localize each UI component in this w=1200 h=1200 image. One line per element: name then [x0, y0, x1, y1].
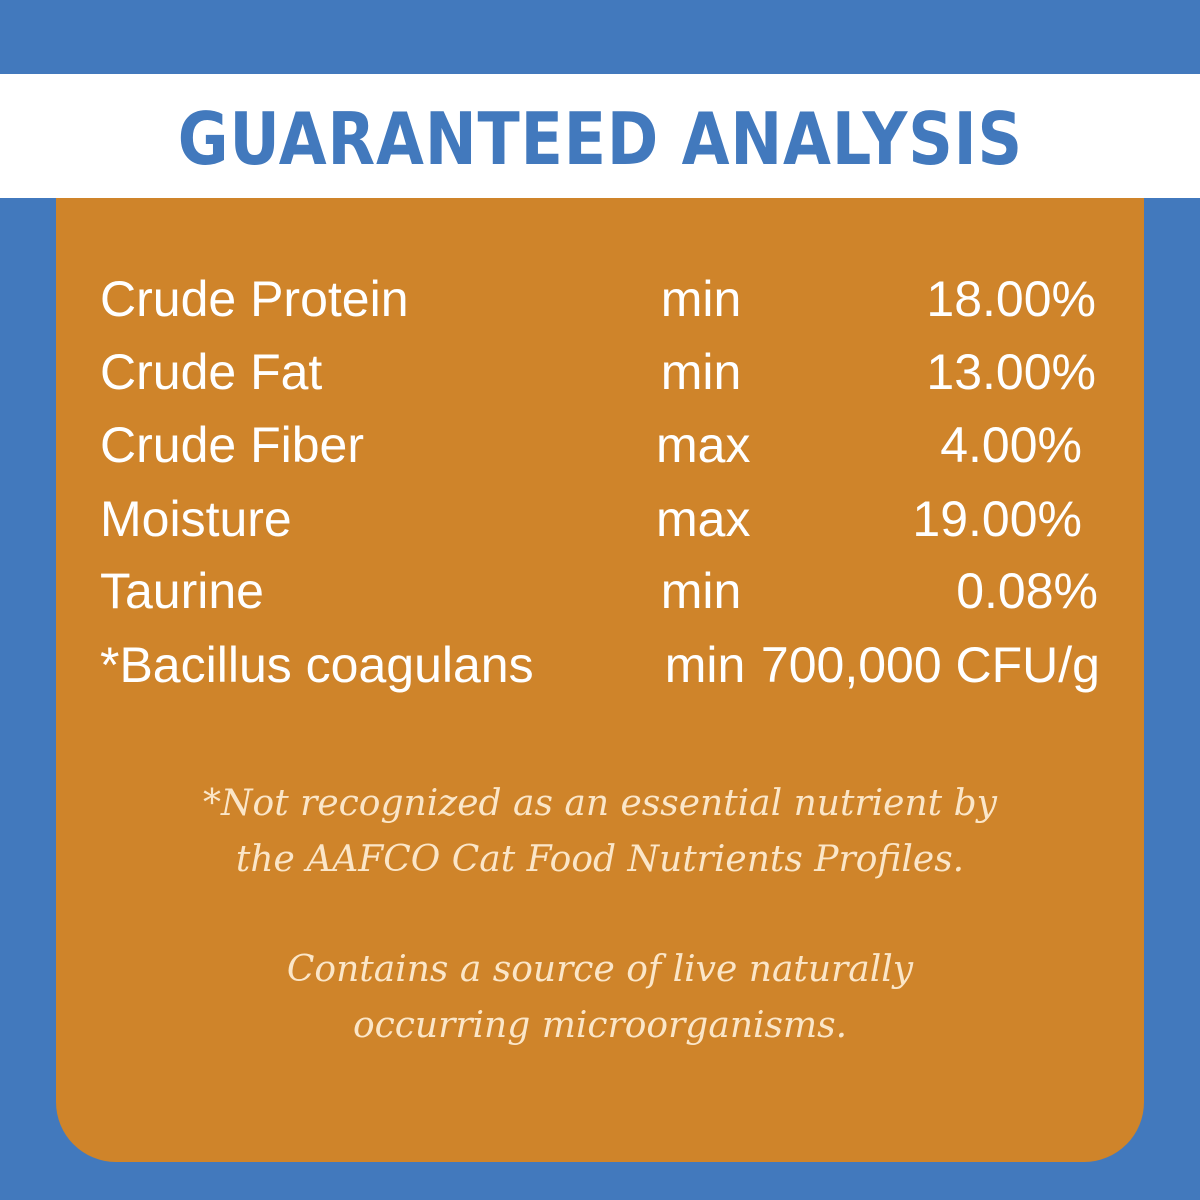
analysis-row: Moisture max 19.00%: [56, 490, 1144, 560]
nutrient-qualifier: max: [656, 417, 751, 473]
nutrient-value: 4.00%: [940, 417, 1082, 473]
nutrient-qualifier: min: [660, 563, 742, 619]
statement-line: Contains a source of live naturally: [286, 949, 914, 990]
probiotic-statement: Contains a source of live naturally occu…: [56, 942, 1144, 1054]
footnote: *Not recognized as an essential nutrient…: [56, 776, 1144, 888]
nutrient-value: 0.08%: [956, 563, 1098, 619]
nutrient-name: Crude Fiber: [100, 417, 364, 473]
nutrient-value: 700,000 CFU/g: [760, 637, 1100, 693]
footnote-line: the AAFCO Cat Food Nutrients Profiles.: [235, 839, 965, 880]
nutrient-name: *Bacillus coagulans: [100, 637, 534, 693]
analysis-row: Crude Fat min 13.00%: [56, 343, 1144, 413]
analysis-row: Taurine min 0.08%: [56, 562, 1144, 632]
analysis-row: Crude Fiber max 4.00%: [56, 416, 1144, 486]
nutrient-value: 13.00%: [926, 344, 1096, 400]
footnote-line: *Not recognized as an essential nutrient…: [203, 783, 997, 824]
nutrient-name: Crude Fat: [100, 344, 323, 400]
analysis-row: Crude Protein min 18.00%: [56, 270, 1144, 340]
nutrient-name: Moisture: [100, 491, 292, 547]
nutrient-name: Taurine: [100, 563, 264, 619]
analysis-panel: Crude Protein min 18.00% Crude Fat min 1…: [56, 198, 1144, 1162]
nutrient-qualifier: max: [656, 491, 751, 547]
nutrient-qualifier: min: [660, 271, 742, 327]
title-band: GUARANTEED ANALYSIS: [0, 74, 1200, 198]
nutrient-qualifier: min: [664, 637, 746, 693]
nutrient-value: 19.00%: [912, 491, 1082, 547]
analysis-row: *Bacillus coagulans min 700,000 CFU/g: [56, 636, 1144, 706]
nutrient-name: Crude Protein: [100, 271, 409, 327]
nutrient-value: 18.00%: [926, 271, 1096, 327]
nutrient-qualifier: min: [660, 344, 742, 400]
page-title: GUARANTEED ANALYSIS: [177, 97, 1023, 181]
statement-line: occurring microorganisms.: [352, 1005, 848, 1046]
